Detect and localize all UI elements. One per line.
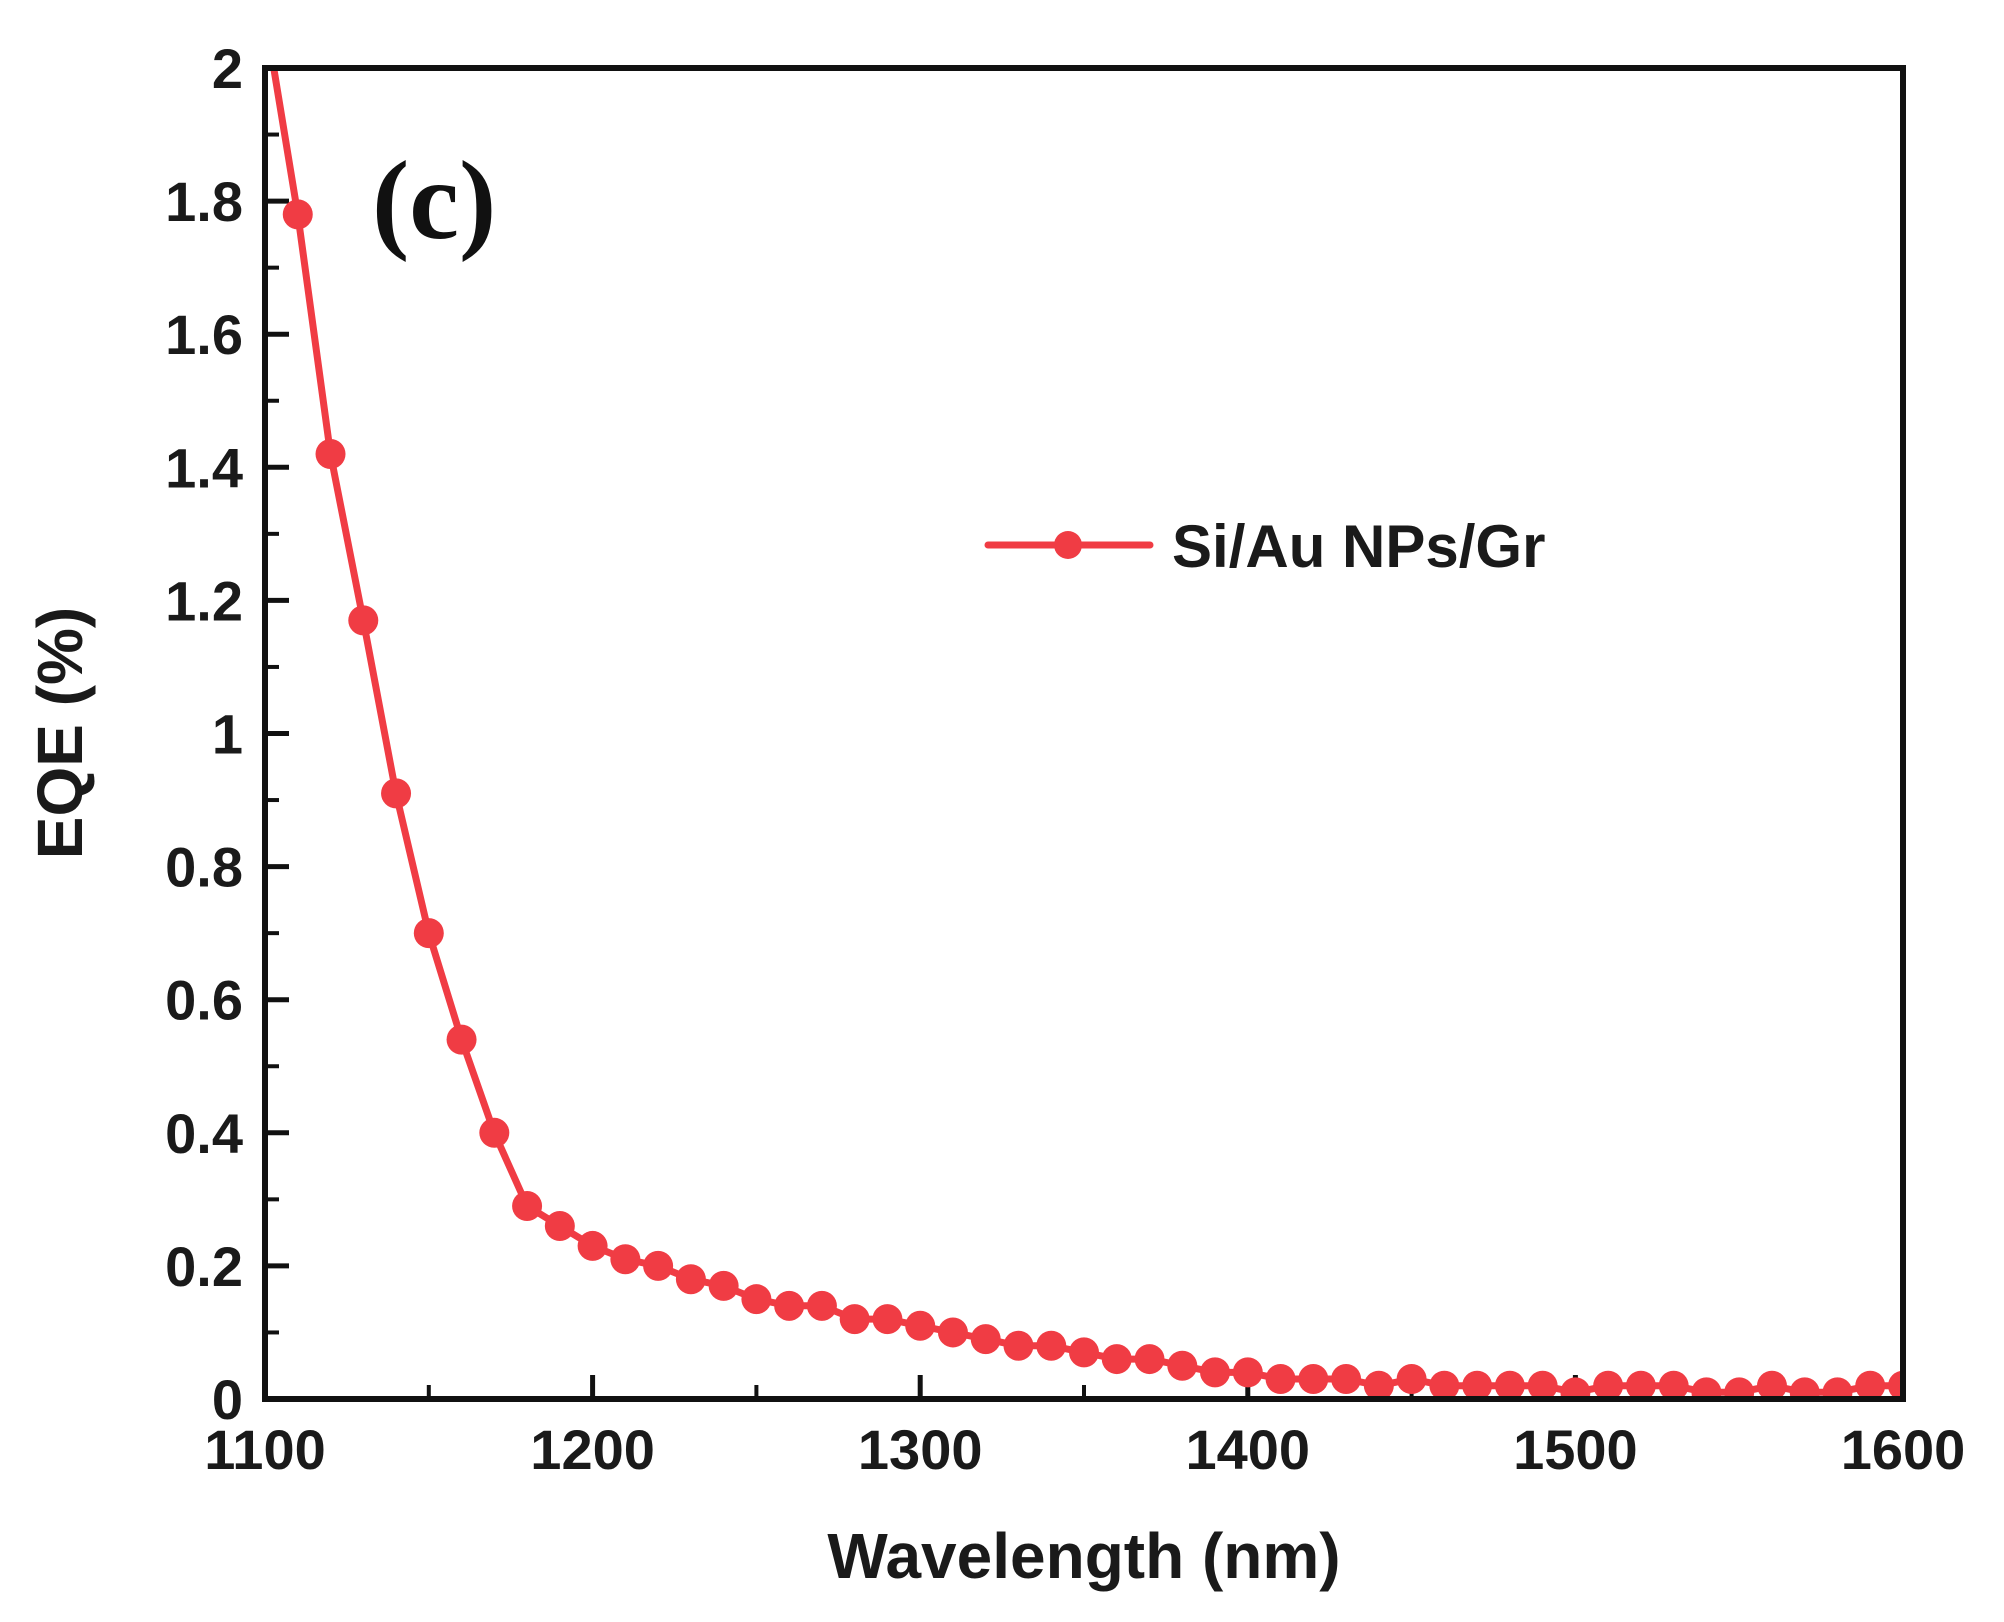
data-point (512, 1191, 543, 1222)
data-point (1855, 1370, 1886, 1399)
x-tick-label: 1100 (204, 1418, 326, 1481)
x-axis-label: Wavelength (nm) (827, 1520, 1340, 1592)
y-tick-label: 1 (212, 703, 243, 766)
data-point (446, 1024, 477, 1055)
y-tick-label: 0.4 (165, 1102, 243, 1165)
data-point (1756, 1370, 1787, 1399)
x-tick-label: 1600 (1841, 1418, 1966, 1481)
data-point (1298, 1364, 1329, 1395)
data-point (1363, 1370, 1394, 1399)
data-point (315, 438, 346, 469)
data-point (1429, 1370, 1460, 1399)
data-point (1134, 1344, 1165, 1375)
x-tick-label: 1200 (530, 1418, 655, 1481)
x-tick-label: 1300 (858, 1418, 983, 1481)
y-tick-label: 0 (212, 1368, 243, 1431)
panel-label: (c) (372, 139, 496, 263)
data-point (1265, 1364, 1296, 1395)
data-point (1560, 1377, 1591, 1399)
data-point (1625, 1370, 1656, 1399)
data-point (1331, 1364, 1362, 1395)
y-tick-label: 1.6 (165, 303, 243, 366)
data-point (1691, 1377, 1722, 1399)
data-point (741, 1284, 772, 1315)
data-point (1593, 1370, 1624, 1399)
data-point (937, 1317, 968, 1348)
data-point (806, 1290, 837, 1321)
data-point (1101, 1344, 1132, 1375)
y-tick-label: 0.2 (165, 1235, 243, 1298)
y-tick-label: 1.2 (165, 569, 243, 632)
y-tick-label: 1.8 (165, 170, 243, 233)
data-point (610, 1244, 641, 1275)
data-point (1396, 1364, 1427, 1395)
data-point (577, 1230, 608, 1261)
data-point (1232, 1357, 1263, 1388)
data-point (1724, 1377, 1755, 1399)
data-point (250, 0, 280, 30)
data-point (413, 918, 444, 949)
data-point (1069, 1337, 1099, 1368)
data-point (348, 605, 379, 636)
data-point (282, 199, 313, 230)
data-point (1036, 1330, 1067, 1361)
axis-ticks (262, 65, 1906, 1402)
data-point (970, 1324, 1001, 1355)
data-point (643, 1250, 674, 1281)
data-point (839, 1304, 870, 1335)
data-point (1789, 1377, 1820, 1399)
data-point (774, 1290, 805, 1321)
data-point (675, 1264, 706, 1295)
data-point (708, 1270, 739, 1301)
data-point (1167, 1350, 1198, 1381)
data-point (905, 1310, 936, 1341)
x-tick-label: 1500 (1513, 1418, 1638, 1481)
plot-frame (262, 65, 1906, 1402)
data-point (1462, 1370, 1493, 1399)
data-point (1822, 1377, 1853, 1399)
data-point (1003, 1330, 1034, 1361)
data-point (544, 1210, 575, 1241)
data-point (381, 778, 412, 809)
data-point (1200, 1357, 1231, 1388)
legend: Si/Au NPs/Gr (984, 513, 1545, 580)
series-layer (250, 0, 1903, 1399)
data-point (872, 1304, 903, 1335)
y-tick-label: 1.4 (165, 436, 243, 499)
y-tick-label: 0.6 (165, 969, 243, 1032)
tick-labels: 1100 1200 1300 1400 1500 1600 0 0.2 0.4 0.6 0.8 1 1.… (165, 37, 1965, 1481)
legend-marker (1054, 531, 1082, 559)
y-tick-label: 0.8 (165, 836, 243, 899)
y-tick-label: 2 (212, 37, 243, 100)
legend-label: Si/Au NPs/Gr (1172, 513, 1545, 580)
data-point (1527, 1370, 1558, 1399)
series-line (270, 68, 1903, 1396)
data-point (1888, 1370, 1903, 1399)
y-axis-label: EQE (%) (24, 607, 96, 859)
data-point (1658, 1370, 1689, 1399)
data-point (479, 1117, 510, 1148)
x-tick-label: 1400 (1186, 1418, 1311, 1481)
data-point (1494, 1370, 1525, 1399)
